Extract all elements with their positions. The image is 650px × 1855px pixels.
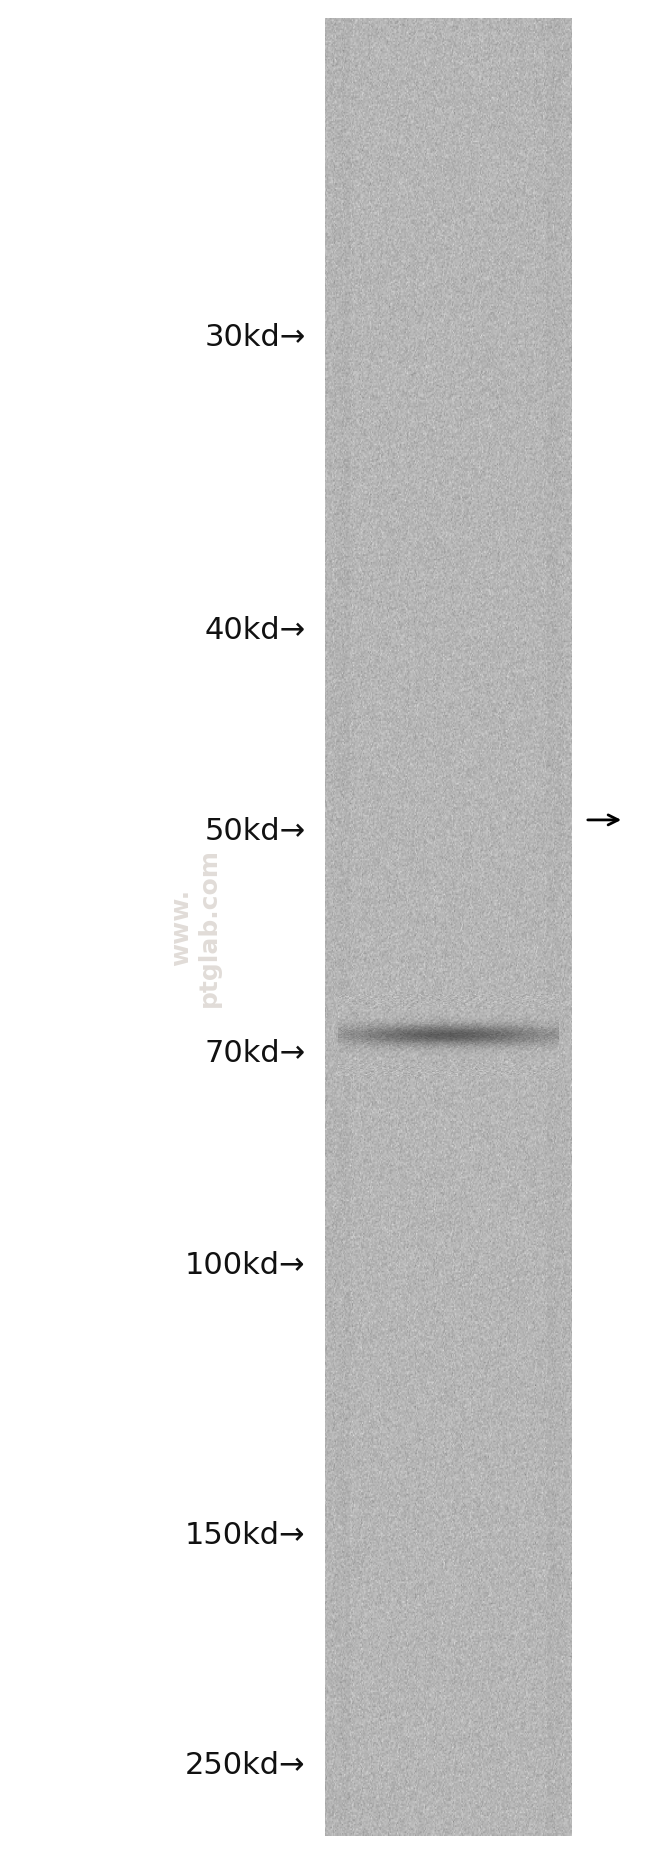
Text: 250kd→: 250kd→ bbox=[185, 1751, 306, 1781]
Text: www.
ptglab.com: www. ptglab.com bbox=[169, 848, 221, 1007]
Text: 30kd→: 30kd→ bbox=[204, 323, 306, 352]
Text: 40kd→: 40kd→ bbox=[204, 616, 306, 646]
Text: 100kd→: 100kd→ bbox=[185, 1250, 306, 1280]
Text: 50kd→: 50kd→ bbox=[204, 816, 306, 846]
Text: 150kd→: 150kd→ bbox=[185, 1521, 306, 1551]
Text: 70kd→: 70kd→ bbox=[204, 1039, 306, 1068]
